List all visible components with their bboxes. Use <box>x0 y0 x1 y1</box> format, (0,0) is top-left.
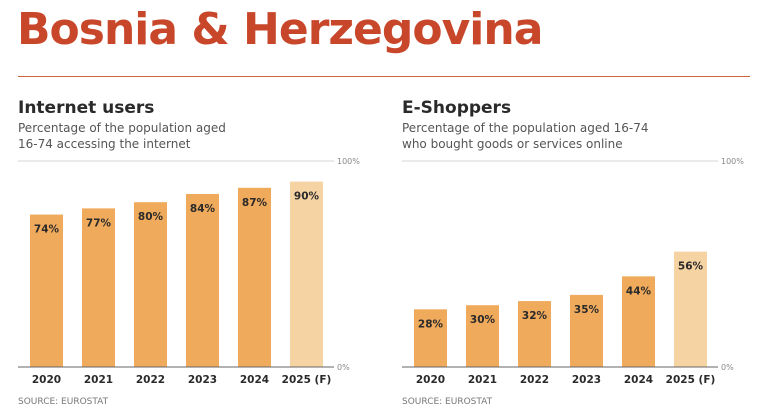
xtick-label: 2020 <box>416 374 445 386</box>
ytick-label: 100% <box>337 157 360 166</box>
bar-2022 <box>134 202 167 367</box>
bar-2023 <box>570 294 603 367</box>
subtitle-line: who bought goods or services online <box>402 137 623 151</box>
data-label: 30% <box>470 314 496 326</box>
data-label: 74% <box>34 224 60 236</box>
source-note: SOURCE: EUROSTAT <box>402 397 493 407</box>
xtick-label: 2022 <box>136 374 165 386</box>
data-label: 56% <box>678 261 704 273</box>
data-label: 35% <box>574 304 600 316</box>
bar-2024 <box>238 187 271 367</box>
bar-2024 <box>622 276 655 367</box>
xtick-label: 2024 <box>624 374 653 386</box>
bar-2023 <box>186 193 219 367</box>
data-label: 80% <box>138 211 164 223</box>
data-label: 77% <box>86 217 112 229</box>
data-label: 87% <box>242 197 268 209</box>
ytick-label: 0% <box>721 363 734 372</box>
data-label: 32% <box>522 310 548 322</box>
title-divider <box>18 76 750 77</box>
bar-2025 (F) <box>290 181 323 367</box>
xtick-label: 2023 <box>572 374 601 386</box>
data-label: 28% <box>418 318 444 330</box>
chart-title-e-shoppers: E-Shoppers <box>402 98 512 118</box>
data-label: 84% <box>190 203 216 215</box>
subtitle-line: Percentage of the population aged <box>18 121 226 135</box>
xtick-label: 2020 <box>32 374 61 386</box>
xtick-label: 2024 <box>240 374 269 386</box>
bar-2021 <box>466 305 499 367</box>
chart-subtitle-e-shoppers: Percentage of the population aged 16-74 … <box>402 120 649 152</box>
data-label: 90% <box>294 191 320 203</box>
xtick-label: 2021 <box>468 374 497 386</box>
ytick-label: 100% <box>721 157 744 166</box>
chart-title-internet-users: Internet users <box>18 98 155 118</box>
source-note: SOURCE: EUROSTAT <box>18 397 109 407</box>
xtick-label: 2023 <box>188 374 217 386</box>
bar-2025 (F) <box>674 251 707 367</box>
bar-2020 <box>30 214 63 367</box>
xtick-label: 2022 <box>520 374 549 386</box>
bar-2021 <box>82 208 115 367</box>
subtitle-line: Percentage of the population aged 16-74 <box>402 121 649 135</box>
ytick-label: 0% <box>337 363 350 372</box>
data-label: 44% <box>626 285 652 297</box>
xtick-label: 2025 (F) <box>282 374 332 386</box>
chart-subtitle-internet-users: Percentage of the population aged 16-74 … <box>18 120 226 152</box>
bar-2020 <box>414 309 447 367</box>
bar-2022 <box>518 301 551 367</box>
page-title: Bosnia & Herzegovina <box>17 4 543 55</box>
xtick-label: 2025 (F) <box>666 374 716 386</box>
subtitle-line: 16-74 accessing the internet <box>18 137 191 151</box>
xtick-label: 2021 <box>84 374 113 386</box>
